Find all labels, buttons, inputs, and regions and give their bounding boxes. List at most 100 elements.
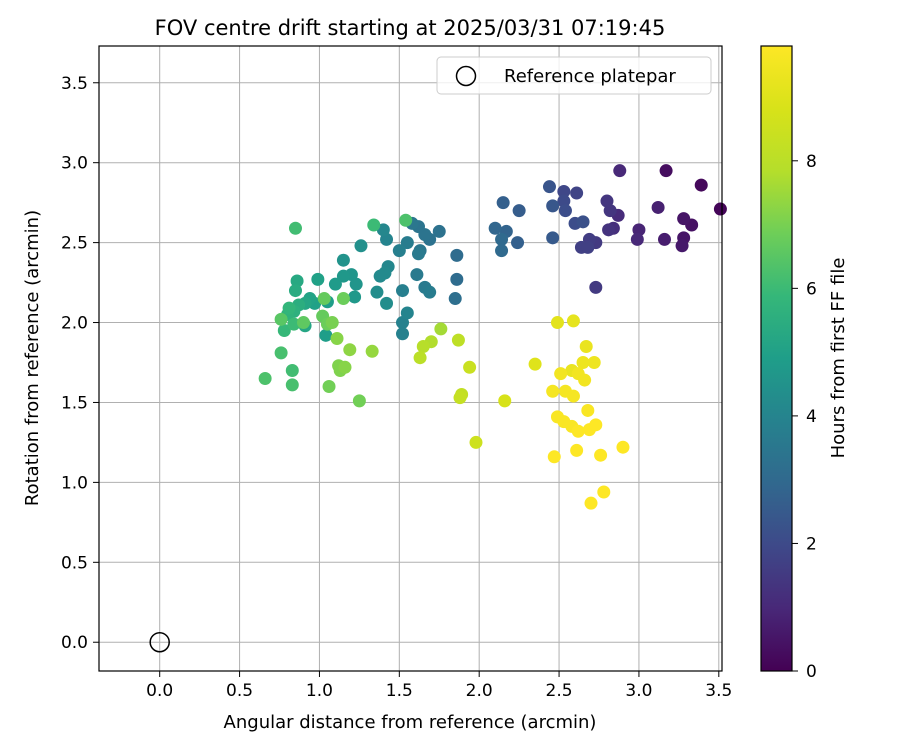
data-point: [488, 221, 502, 235]
data-point: [336, 292, 350, 306]
data-point: [285, 363, 299, 377]
data-point: [274, 346, 288, 360]
data-point: [616, 440, 630, 454]
data-point: [352, 394, 366, 408]
data-point: [511, 236, 525, 250]
colorbar-tick-label: 8: [806, 152, 817, 172]
data-point: [694, 178, 708, 192]
data-point: [602, 223, 616, 237]
data-point: [589, 280, 603, 294]
data-points: [258, 164, 727, 510]
data-point: [411, 247, 425, 261]
legend: Reference platepar: [436, 56, 712, 95]
y-tick-label: 1.5: [61, 393, 88, 413]
data-point: [597, 485, 611, 499]
data-point: [396, 327, 410, 341]
data-point: [581, 403, 595, 417]
data-point: [542, 180, 556, 194]
data-point: [450, 248, 464, 262]
data-point: [677, 212, 691, 226]
x-tick-label: 3.0: [625, 681, 652, 701]
colorbar-tick-label: 6: [806, 279, 817, 299]
data-point: [336, 253, 350, 267]
colorbar-label: Hours from first FF file: [828, 258, 849, 459]
data-point: [657, 232, 671, 246]
data-point: [528, 357, 542, 371]
legend-label-reference: Reference platepar: [504, 66, 676, 87]
data-point: [451, 333, 465, 347]
data-point: [675, 239, 689, 253]
data-point: [277, 324, 291, 338]
data-point: [367, 218, 381, 232]
colorbar: [760, 45, 793, 672]
y-tick-label: 2.5: [61, 234, 88, 254]
data-point: [581, 240, 595, 254]
chart-title: FOV centre drift starting at 2025/03/31 …: [155, 16, 666, 40]
y-tick-label: 2.0: [61, 314, 88, 334]
data-point: [579, 340, 593, 354]
data-point: [495, 244, 509, 258]
colorbar-tick-label: 2: [806, 534, 817, 554]
x-tick-label: 1.0: [306, 681, 333, 701]
data-point: [311, 272, 325, 286]
data-point: [365, 344, 379, 358]
legend-marker-icon: [455, 65, 477, 87]
data-point: [603, 204, 617, 218]
data-point: [288, 284, 302, 298]
data-point: [296, 316, 310, 330]
data-point: [584, 496, 598, 510]
data-point: [400, 306, 414, 320]
y-tick-label: 1.0: [61, 473, 88, 493]
data-point: [373, 269, 387, 283]
x-axis-ticks: 0.0 0.5 1.0 1.5 2.0 2.5 3.0 3.5: [146, 671, 732, 701]
data-point: [570, 443, 584, 457]
data-point: [469, 435, 483, 449]
y-tick-label: 0.0: [61, 633, 88, 653]
data-point: [258, 371, 272, 385]
data-point: [432, 224, 446, 238]
reference-platepar-marker: [149, 631, 170, 653]
data-point: [285, 378, 299, 392]
data-point: [496, 196, 510, 210]
colorbar-ticks: 0 2 4 6 8: [792, 152, 817, 682]
data-point: [630, 232, 644, 246]
data-point: [288, 221, 302, 235]
data-point: [558, 204, 572, 218]
data-point: [413, 351, 427, 365]
data-point: [594, 448, 608, 462]
data-point: [330, 332, 344, 346]
data-point: [632, 223, 646, 237]
data-point: [498, 394, 512, 408]
data-point: [578, 373, 592, 387]
data-point: [570, 186, 584, 200]
data-point: [287, 317, 301, 331]
data-point: [317, 292, 331, 306]
data-point: [550, 316, 564, 330]
y-tick-label: 3.0: [61, 154, 88, 174]
data-point: [343, 343, 357, 357]
data-point: [290, 274, 304, 288]
data-point: [322, 379, 336, 393]
data-point: [325, 316, 339, 330]
data-point: [410, 268, 424, 282]
data-point: [566, 314, 580, 328]
y-axis-label: Rotation from reference (arcmin): [22, 210, 43, 506]
data-point: [546, 199, 560, 213]
data-point: [354, 239, 368, 253]
data-point: [512, 204, 526, 218]
colorbar-tick-label: 4: [806, 407, 817, 427]
data-point: [613, 164, 627, 178]
data-point: [396, 316, 410, 330]
data-point: [571, 424, 585, 438]
data-point: [423, 285, 437, 299]
data-point: [546, 384, 560, 398]
data-point: [589, 418, 603, 432]
data-point: [319, 328, 333, 342]
data-point: [328, 277, 342, 291]
x-tick-label: 0.5: [226, 681, 253, 701]
data-point: [547, 450, 561, 464]
data-point: [576, 355, 590, 369]
data-point: [453, 391, 467, 405]
x-tick-label: 0.0: [146, 681, 173, 701]
plot-frame: [98, 45, 723, 672]
